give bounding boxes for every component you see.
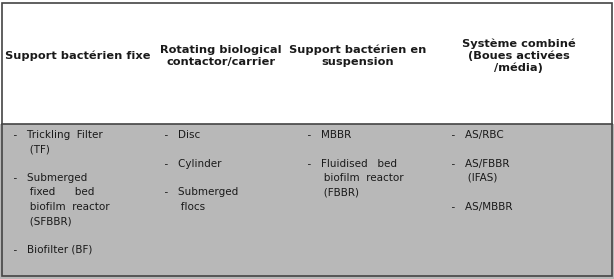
Text: -   Disc

  -   Cylinder

  -   Submerged
       flocs: - Disc - Cylinder - Submerged flocs	[158, 130, 239, 212]
Bar	[0, 0, 614, 124]
Text: Système combiné
(Boues activées
/média): Système combiné (Boues activées /média)	[462, 38, 576, 73]
Bar	[0, 124, 614, 279]
Text: Support bactérien en
suspension: Support bactérien en suspension	[289, 45, 427, 67]
Text: -   MBBR

  -   Fluidised   bed
       biofilm  reactor
       (FBBR): - MBBR - Fluidised bed biofilm reactor (…	[301, 130, 403, 197]
Text: Rotating biological
contactor/carrier: Rotating biological contactor/carrier	[160, 45, 282, 67]
Text: Support bactérien fixe: Support bactérien fixe	[6, 50, 150, 61]
Text: -   AS/RBC

  -   AS/FBBR
       (IFAS)

  -   AS/MBBR: - AS/RBC - AS/FBBR (IFAS) - AS/MBBR	[445, 130, 513, 212]
Text: -   Trickling  Filter
       (TF)

  -   Submerged
       fixed      bed
       : - Trickling Filter (TF) - Submerged fixe…	[7, 130, 110, 255]
